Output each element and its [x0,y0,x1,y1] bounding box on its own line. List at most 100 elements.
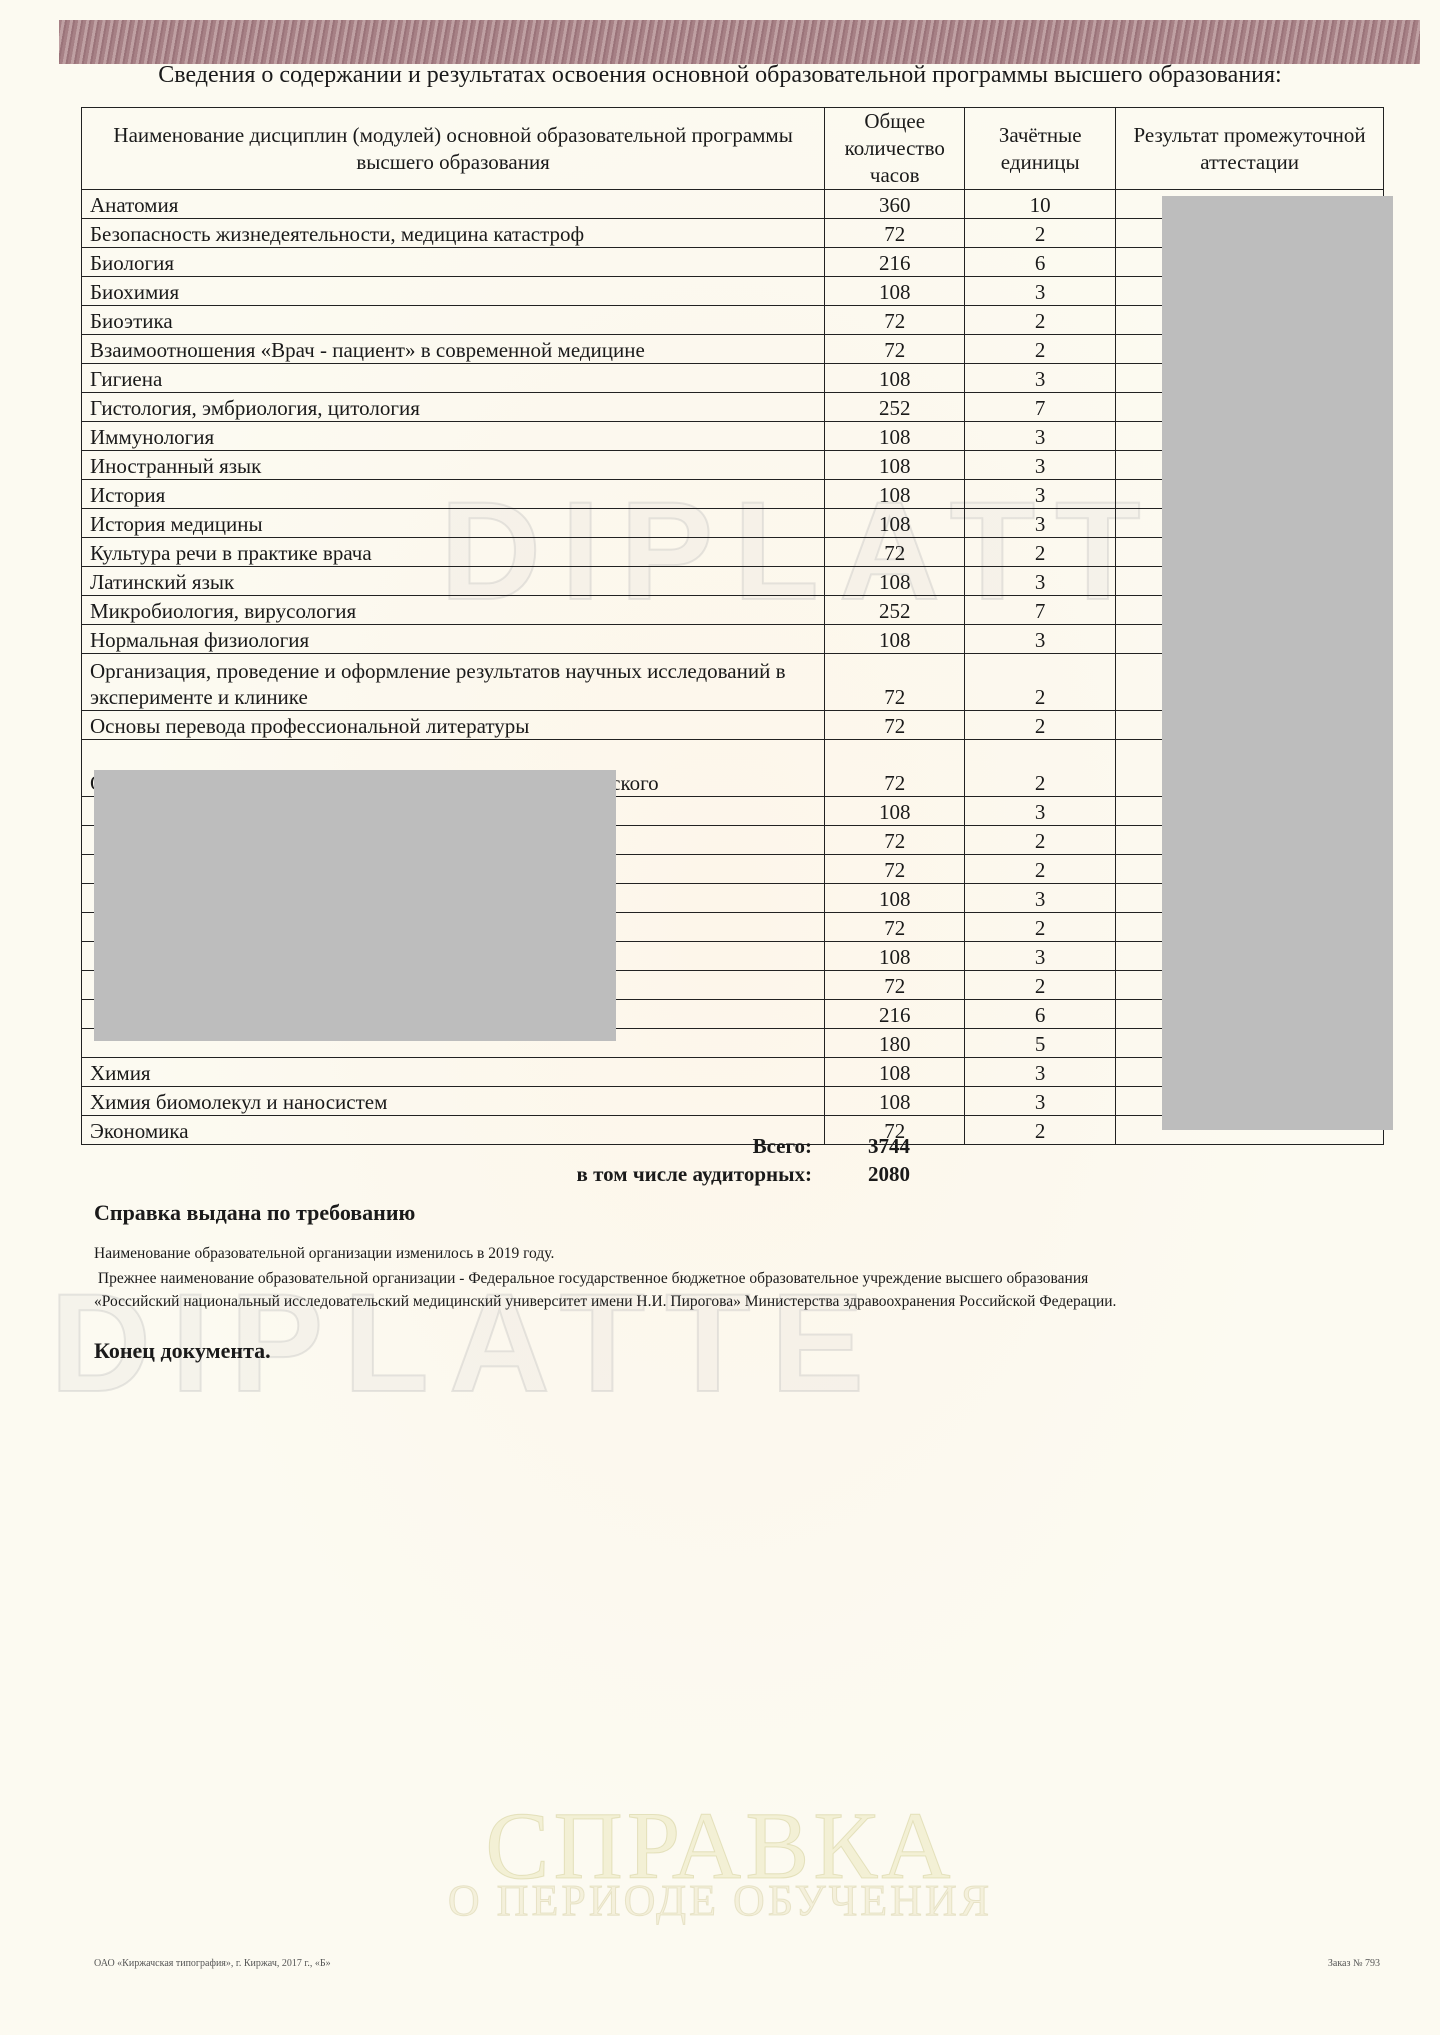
hours-cell: 72 [824,218,966,248]
table-row: Культура речи в практике врача 72 2 [80,537,1384,567]
disciplines-table: Наименование дисциплин (модулей) основно… [80,107,1384,1145]
hours-cell: 72 [824,537,966,567]
credits-cell: 2 [964,653,1117,711]
credits-cell: 2 [964,537,1117,567]
total-label: Всего: [752,1134,812,1158]
hours-cell: 72 [824,970,966,1000]
discipline-name: Безопасность жизнедеятельности, медицина… [80,218,826,248]
discipline-name: Гигиена [80,363,826,393]
order-number: Заказ № 793 [1327,1958,1380,1969]
credits-cell: 2 [964,739,1117,797]
hours-cell: 108 [824,624,966,654]
hours-cell: 108 [824,796,966,826]
credits-cell: 3 [964,566,1117,596]
credits-cell: 2 [964,1115,1117,1145]
end-of-document: Конец документа. [94,1338,271,1363]
note-line: Наименование образовательной организации… [94,1245,555,1262]
header-result: Результат промежуточной аттестации [1115,107,1384,190]
discipline-name: Иммунология [80,421,826,451]
hours-cell: 72 [824,739,966,797]
credits-cell: 2 [964,912,1117,942]
header-hours: Общее количество часов [824,107,966,190]
table-row: Экономика 72 2 [80,1115,1384,1145]
table-row: Анатомия 360 10 [80,189,1384,219]
hours-cell: 108 [824,1057,966,1087]
discipline-name: Взаимоотношения «Врач - пациент» в совре… [80,334,826,364]
discipline-name: Иностранный язык [80,450,826,480]
hours-cell: 108 [824,883,966,913]
hours-cell: 252 [824,595,966,625]
header-credits: Зачётные единицы [964,107,1117,190]
credits-cell: 3 [964,508,1117,538]
hours-cell: 216 [824,999,966,1029]
discipline-name: Химия [80,1057,826,1087]
note-line: «Российский национальный исследовательск… [94,1293,1117,1310]
form-subtitle-watermark: О ПЕРИОДЕ ОБУЧЕНИЯ [447,1876,993,1926]
form-title-watermark: СПРАВКА [485,1792,955,1900]
decorative-guilloche-band [59,20,1420,64]
credits-cell: 2 [964,710,1117,740]
hours-cell: 360 [824,189,966,219]
redaction-discipline-names [94,770,616,1041]
credits-cell: 3 [964,479,1117,509]
credits-cell: 7 [964,595,1117,625]
discipline-name: Биохимия [80,276,826,306]
credits-cell: 6 [964,999,1117,1029]
issued-statement: Справка выдана по требованию [94,1200,416,1225]
classroom-label: в том числе аудиторных: [576,1162,812,1186]
hours-cell: 108 [824,1086,966,1116]
discipline-name: Организация, проведение и оформление рез… [80,653,826,711]
watermark: DIPLATTE [49,1263,885,1422]
discipline-name: История [80,479,826,509]
discipline-name: Анатомия [80,189,826,219]
hours-cell: 72 [824,1115,966,1145]
discipline-name: Культура речи в практике врача [80,537,826,567]
credits-cell: 3 [964,883,1117,913]
credits-cell: 2 [964,854,1117,884]
hours-cell: 108 [824,450,966,480]
credits-cell: 3 [964,1086,1117,1116]
hours-cell: 108 [824,363,966,393]
hours-cell: 108 [824,941,966,971]
header-discipline: Наименование дисциплин (модулей) основно… [80,107,826,190]
table-row: Гигиена 108 3 [80,363,1384,393]
hours-cell: 108 [824,508,966,538]
note-line: Прежнее наименование образовательной орг… [94,1270,1089,1287]
table-header: Наименование дисциплин (модулей) основно… [80,107,1384,190]
total-value: 3744 [868,1134,910,1158]
credits-cell: 2 [964,305,1117,335]
hours-cell: 72 [824,854,966,884]
hours-cell: 108 [824,421,966,451]
hours-cell: 180 [824,1028,966,1058]
discipline-name: Химия биомолекул и наносистем [80,1086,826,1116]
hours-cell: 108 [824,276,966,306]
hours-cell: 72 [824,912,966,942]
credits-cell: 3 [964,1057,1117,1087]
hours-cell: 108 [824,566,966,596]
hours-cell: 216 [824,247,966,277]
discipline-name: Биоэтика [80,305,826,335]
discipline-name: Экономика [80,1115,826,1145]
credits-cell: 2 [964,334,1117,364]
discipline-name: История медицины [80,508,826,538]
hours-cell: 72 [824,825,966,855]
table-row: Биохимия 108 3 [80,276,1384,306]
credits-cell: 2 [964,970,1117,1000]
credits-cell: 3 [964,624,1117,654]
credits-cell: 2 [964,218,1117,248]
discipline-name: Биология [80,247,826,277]
redaction-results-column [1162,196,1393,1130]
hours-cell: 72 [824,710,966,740]
credits-cell: 10 [964,189,1117,219]
credits-cell: 2 [964,825,1117,855]
section-title: Сведения о содержании и результатах осво… [158,62,1282,88]
credits-cell: 3 [964,276,1117,306]
discipline-name: Гистология, эмбриология, цитология [80,392,826,422]
hours-cell: 72 [824,334,966,364]
credits-cell: 3 [964,796,1117,826]
credits-cell: 3 [964,363,1117,393]
credits-cell: 3 [964,941,1117,971]
hours-cell: 108 [824,479,966,509]
credits-cell: 7 [964,392,1117,422]
discipline-name: Микробиология, вирусология [80,595,826,625]
